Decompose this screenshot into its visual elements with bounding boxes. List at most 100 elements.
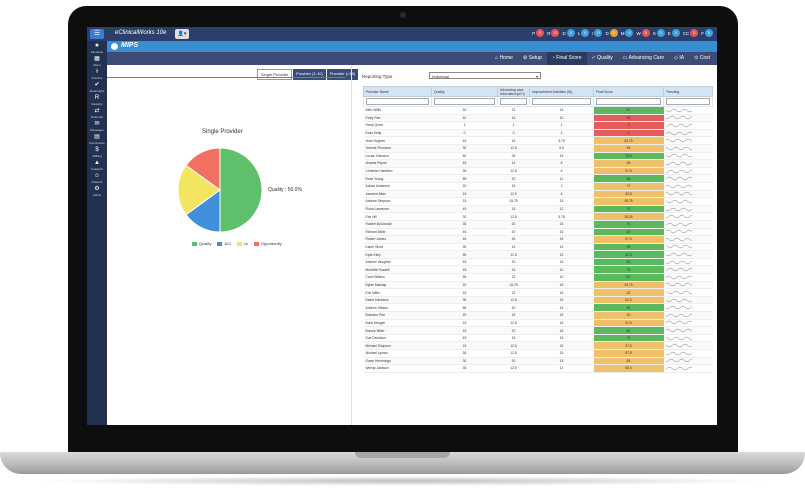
table-row[interactable]: Andrew Vaughan 45 20 15 80: [363, 258, 713, 267]
nav-setup[interactable]: ⚙ Setup: [518, 52, 547, 65]
table-row[interactable]: Michael Simpson 15 12.5 15 37.5: [363, 341, 713, 350]
score-cell: 22: [497, 288, 530, 297]
table-row[interactable]: Andrew Simpson 15 15.75 15 45.75: [363, 197, 713, 206]
table-row[interactable]: Michelle Russell 45 15 10 70: [363, 265, 713, 275]
sidebar-item-meaningful[interactable]: ✔ Meaningful: [87, 81, 107, 93]
nav-advancing-care[interactable]: ▭ Advancing Care: [618, 52, 669, 65]
sidebar-item-referrals[interactable]: ⇄ Referrals: [87, 107, 107, 119]
table-row[interactable]: Evan Kelly 0 0 1 1: [363, 129, 713, 138]
nav-ia[interactable]: ◇ IA: [669, 52, 689, 65]
sidebar-item-messages[interactable]: ✉ Messages: [87, 120, 107, 132]
table-row[interactable]: Eric Miller 15 22 15 52: [363, 288, 713, 297]
module-nav-bar: ⌂ Home ⚙ Setup ◔ Final Score ✓ Quality ▭ Adv…: [107, 52, 717, 65]
sidebar-item-patients[interactable]: ☺ Patients: [87, 172, 107, 184]
column-filter-input[interactable]: [596, 98, 661, 105]
tab-single-provider[interactable]: Single Provider: [257, 69, 293, 80]
badge-cc[interactable]: CC 0: [683, 29, 699, 37]
tab-provider-10[interactable]: Provider (>10): [326, 69, 359, 80]
table-row[interactable]: Jean Hughes 45 15 3.75 63.75: [363, 136, 713, 145]
column-filter-input[interactable]: [434, 98, 495, 105]
column-header[interactable]: Trending: [663, 86, 713, 97]
table-row[interactable]: Brandon Parr 20 15 15 50: [363, 311, 713, 320]
table-row[interactable]: Kylie Kiley 55 12.5 15 82.5: [363, 250, 713, 259]
table-row[interactable]: Jeanne Payne 45 14 6 65: [363, 159, 713, 168]
nav-home[interactable]: ⌂ Home: [490, 52, 518, 65]
column-filter-input[interactable]: [500, 98, 527, 105]
score-cell: 12: [529, 205, 594, 214]
table-row[interactable]: Rose Young 55 20 11 86: [363, 174, 713, 183]
table-row[interactable]: Diane Hardacre 35 12.5 15 62.5: [363, 296, 713, 305]
reporting-type-select[interactable]: Individual ▾: [429, 72, 541, 79]
table-row[interactable]: Fiona Lawrence 49 15 12 76: [363, 205, 713, 214]
legend-item-quality[interactable]: Quality: [192, 241, 211, 246]
column-header[interactable]: Advancing care information(ACI): [497, 86, 530, 97]
column-filter-input[interactable]: [366, 98, 429, 105]
legend-item-aci[interactable]: ACI: [217, 241, 231, 246]
table-row[interactable]: Harry Quinn 1 1 1 3: [363, 121, 713, 130]
table-row[interactable]: Emily Parr 40 15 10 65: [363, 114, 713, 123]
sidebar-item-registry[interactable]: R Registry: [87, 94, 107, 106]
nav-cost[interactable]: ⊙ Cost: [689, 52, 715, 65]
provider-name-cell: Michael Lyman: [363, 349, 432, 358]
table-row[interactable]: Lucas Johnston 50 25 15 76.5: [363, 152, 713, 161]
table-row[interactable]: Carol Wilkins 55 22 10 87: [363, 273, 713, 282]
ebilling-icon: $: [95, 147, 99, 153]
sidebar-item-favorites[interactable]: ★ Favorites: [87, 42, 107, 54]
final-score-cell: 51.5: [593, 319, 664, 328]
sidebar-item-analytics[interactable]: ▲ Analytics: [87, 159, 107, 171]
sidebar-item-practice[interactable]: ⚕ Practice: [87, 68, 107, 80]
score-cell: 15: [529, 349, 594, 358]
legend-item-ia[interactable]: IA: [237, 241, 248, 246]
table-row[interactable]: Boris Morgan 15 12.5 15 51.5: [363, 319, 713, 328]
score-cell: 20: [431, 182, 498, 191]
table-row[interactable]: Bonnie Miller 15 20 15 60: [363, 326, 713, 335]
nav-quality[interactable]: ✓ Quality: [587, 52, 618, 65]
table-row[interactable]: Dylan Mackay 20 15.75 15 49.75: [363, 281, 713, 290]
table-row[interactable]: Sue Davidson 49 15 15 74: [363, 334, 713, 343]
table-row[interactable]: Eric Hill 30 12.5 3.75 38.25: [363, 212, 713, 221]
table-row[interactable]: Owen Hemmings 30 20 15 65: [363, 357, 713, 366]
table-row[interactable]: Beth Willis 30 22 15 61: [363, 106, 713, 115]
table-row[interactable]: Jasmine Allan 15 12.5 6 33.5: [363, 190, 713, 199]
pie-slice-quality[interactable]: [219, 147, 263, 233]
legend-item-opportunity[interactable]: Opportunity: [253, 241, 282, 246]
tab-provider-1-10[interactable]: Provider (1-10): [293, 69, 326, 80]
user-switch-icon[interactable]: 👤▾: [175, 29, 189, 39]
column-header[interactable]: Final Score: [593, 86, 664, 97]
final-score-cell: 61: [593, 106, 664, 115]
sidebar-item-menu[interactable]: ▦ Menu: [87, 55, 107, 67]
table-row[interactable]: Christian Hamilton 35 12.5 6 57.5: [363, 167, 713, 176]
column-filter-input[interactable]: [532, 98, 591, 105]
sidebar-item-documents[interactable]: ▤ Documents: [87, 133, 107, 145]
table-row[interactable]: Wendy Jackson 35 12.5 11 58.5: [363, 364, 713, 373]
pie-slice-ia[interactable]: [177, 164, 221, 216]
nav-final-score[interactable]: ◔ Final Score: [546, 52, 587, 65]
table-row[interactable]: Karen Short 35 15 15 69: [363, 243, 713, 252]
table-row[interactable]: Michael Lyman 35 12.5 15 57.5: [363, 349, 713, 358]
column-header[interactable]: Provider Name: [363, 86, 432, 97]
pie-slice-opportunity[interactable]: [185, 147, 221, 191]
table-row[interactable]: Adrian Anderson 20 15 2 37: [363, 182, 713, 191]
sidebar-item-ebilling[interactable]: $ eBilling: [87, 146, 107, 158]
table-row[interactable]: Robert James 45 15 15 67.5: [363, 235, 713, 244]
table-row[interactable]: Victoria Thomson 30 12.5 5.5 48: [363, 144, 713, 153]
table-row[interactable]: Andrew Gibson 55 20 15 90: [363, 303, 713, 313]
column-filter-input[interactable]: [666, 98, 710, 105]
column-header[interactable]: Improvement Activities (IA): [529, 86, 594, 97]
table-row[interactable]: Rachel McDonald 35 20 15 70: [363, 220, 713, 229]
sidebar-item-admin[interactable]: ⚙ Admin: [87, 185, 107, 197]
column-header[interactable]: Quality: [431, 86, 498, 97]
table-row[interactable]: Richard Miller 45 20 15 80: [363, 228, 713, 237]
hamburger-menu-icon[interactable]: ☰: [90, 29, 104, 39]
